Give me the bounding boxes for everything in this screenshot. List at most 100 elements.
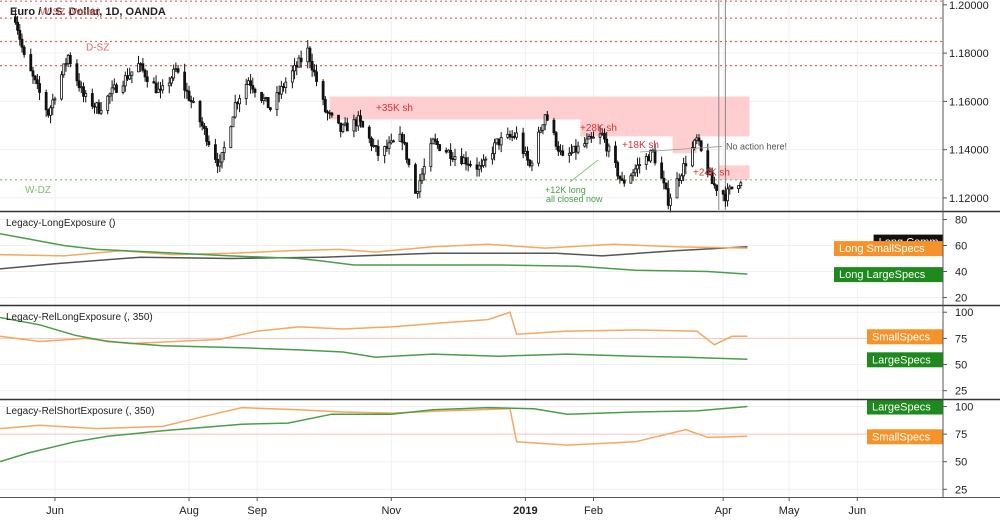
candle <box>361 120 365 128</box>
candle-body <box>152 81 156 84</box>
level-label: W-DZ <box>25 185 51 196</box>
zone-label: +24K sh <box>693 168 730 179</box>
candle <box>682 157 686 182</box>
candle-body <box>207 141 211 146</box>
candle-body <box>233 102 237 118</box>
candle <box>108 92 112 104</box>
legend-tag-label: Long SmallSpecs <box>839 243 925 255</box>
candle-body <box>693 139 697 148</box>
candle <box>479 158 483 173</box>
candle <box>499 132 503 153</box>
legend-tag-box <box>867 352 943 368</box>
candle <box>484 156 488 168</box>
x-tick-label: Aug <box>179 505 199 517</box>
candle <box>567 147 571 163</box>
candle-body <box>16 21 19 31</box>
candle-body <box>143 69 147 78</box>
candle <box>299 50 303 68</box>
candle-body <box>697 137 701 142</box>
candle <box>187 85 191 102</box>
candle-body <box>222 147 226 154</box>
candle <box>51 93 55 116</box>
candle <box>414 162 417 194</box>
series-line <box>0 233 748 275</box>
candle-body <box>312 69 316 73</box>
candle-body <box>106 95 110 111</box>
candle <box>543 114 547 131</box>
candle-body <box>493 142 496 155</box>
candle <box>697 134 701 146</box>
candle <box>46 108 50 118</box>
indicator-tick-label: 100 <box>955 402 973 414</box>
candle <box>339 122 343 138</box>
candle <box>622 175 626 187</box>
indicator-title: Legacy-LongExposure () <box>6 218 116 229</box>
candle <box>631 169 635 182</box>
candle-body <box>343 122 347 126</box>
candle-body <box>310 61 314 71</box>
candle <box>49 105 52 124</box>
candle <box>508 130 512 141</box>
price-tick-label: 1.16000 <box>949 96 989 108</box>
indicator-tick-label: 60 <box>955 241 967 253</box>
candle <box>739 180 743 189</box>
candle-body <box>497 138 501 146</box>
indicator-tick-label: 50 <box>955 457 967 469</box>
candle-body <box>20 38 24 48</box>
candle <box>216 152 220 174</box>
legend-tag-label: Long LargeSpecs <box>839 269 926 281</box>
candle <box>383 145 387 164</box>
candle-body <box>583 143 587 147</box>
candle-body <box>603 132 606 140</box>
candle-body <box>176 68 180 73</box>
candle <box>614 141 617 168</box>
candle <box>253 87 257 98</box>
rel-long-exposure-pane: 100 75 50 25 Legacy-RelLongExposure (, 350) S… <box>0 307 973 398</box>
candle <box>277 85 281 103</box>
candle-body <box>167 82 171 87</box>
candle-body <box>541 124 545 131</box>
x-tick-label: Jun <box>46 505 64 517</box>
candle <box>345 117 349 132</box>
candle <box>192 97 195 104</box>
candle-body <box>510 135 514 138</box>
candle <box>106 94 110 115</box>
indicator-tick-label: 20 <box>955 293 967 305</box>
indicator-tick-label: 50 <box>955 360 967 372</box>
candle <box>323 96 327 114</box>
candle <box>675 172 679 199</box>
candle-body <box>108 93 112 97</box>
candle <box>416 190 420 199</box>
candle <box>583 137 587 148</box>
candle <box>726 183 729 207</box>
candle-body <box>356 115 360 127</box>
candle-body <box>392 140 395 143</box>
candle <box>68 52 72 68</box>
candle-body <box>268 107 272 110</box>
candle-body <box>587 136 591 140</box>
candle <box>528 158 532 168</box>
candle <box>506 127 510 140</box>
candle-body <box>592 136 595 139</box>
candle-body <box>730 186 734 190</box>
candle-body <box>293 64 296 72</box>
candle-body <box>218 161 222 167</box>
candle-body <box>556 145 560 152</box>
candle <box>523 146 527 157</box>
candle-body <box>170 77 173 84</box>
candle-body <box>139 63 143 66</box>
indicator-tick-label: 25 <box>955 386 967 398</box>
candle-body <box>29 54 33 72</box>
candle-body <box>723 193 727 202</box>
price-tick-label: 1.12000 <box>949 193 989 205</box>
candle <box>438 144 442 152</box>
candle-body <box>121 85 125 93</box>
candle-body <box>523 150 527 154</box>
candle-body <box>636 164 639 170</box>
candle <box>137 55 140 73</box>
candle <box>699 140 703 153</box>
candle <box>497 138 501 150</box>
candle-body <box>515 132 518 138</box>
candle-body <box>53 98 57 101</box>
candle-body <box>737 185 740 190</box>
